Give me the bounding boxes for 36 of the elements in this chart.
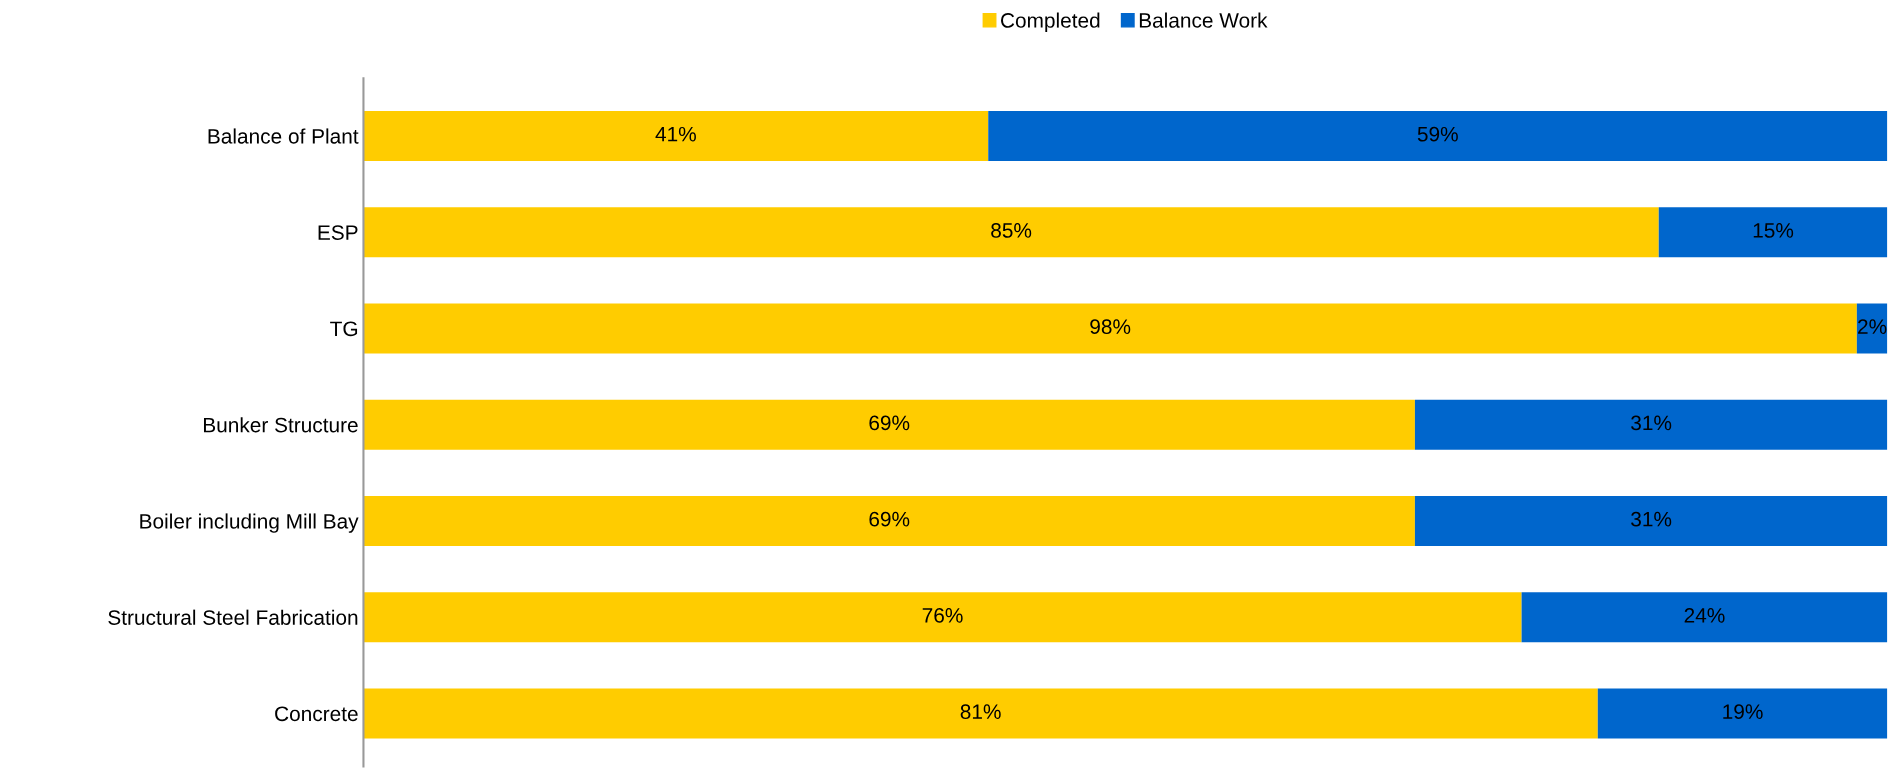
data-label: 98% <box>1090 319 1131 335</box>
bar <box>1521 592 1888 643</box>
y-tick-label: TG <box>330 321 358 337</box>
y-tick-label: Bunker Structure <box>203 417 358 433</box>
data-label: 85% <box>991 223 1032 238</box>
legend-label: Balance Work <box>1139 12 1268 28</box>
y-tick-label: ESP <box>318 225 358 240</box>
legend-label: Completed <box>1001 12 1100 32</box>
data-label: 69% <box>869 511 910 527</box>
data-label: 41% <box>655 126 696 142</box>
bar <box>363 688 1598 739</box>
y-tick-label: Boiler including Mill Bay <box>140 513 359 533</box>
bar <box>1658 207 1888 258</box>
data-label: 2% <box>1858 319 1887 334</box>
bar <box>1597 688 1888 739</box>
bar <box>1414 495 1888 546</box>
data-label: 59% <box>1417 126 1458 142</box>
data-label: 24% <box>1684 608 1725 623</box>
data-label: 76% <box>922 608 963 623</box>
bar <box>363 495 1415 546</box>
data-label: 15% <box>1753 223 1794 238</box>
bar <box>1414 399 1888 450</box>
data-label: 31% <box>1631 511 1672 527</box>
data-label: 81% <box>960 704 1001 720</box>
bar <box>988 110 1888 161</box>
bar <box>363 207 1659 258</box>
bar <box>363 303 1857 354</box>
data-label: 69% <box>869 415 910 431</box>
bar <box>363 399 1415 450</box>
data-label: 19% <box>1723 704 1763 720</box>
data-label: 31% <box>1631 415 1672 431</box>
y-tick-label: Balance of Plant <box>208 128 359 144</box>
bar <box>363 592 1522 643</box>
y-tick-label: Structural Steel Fabrication <box>108 609 358 625</box>
bar <box>363 110 989 161</box>
y-tick-label: Concrete <box>275 706 358 722</box>
